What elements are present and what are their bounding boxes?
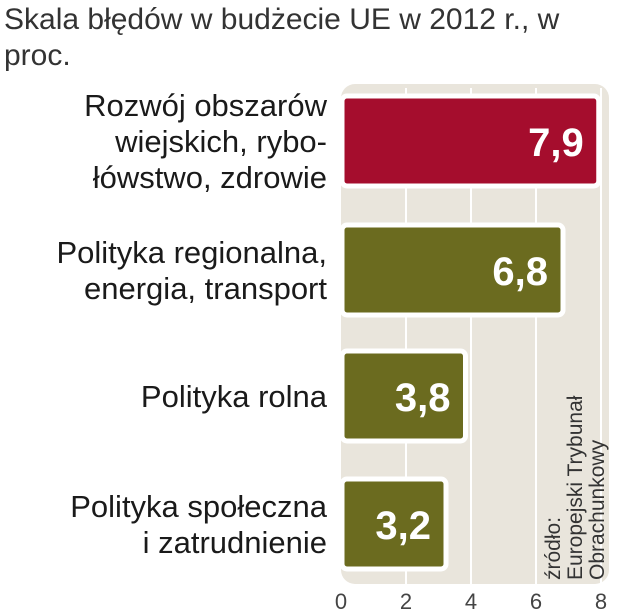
bar bbox=[339, 222, 566, 318]
x-tick-label: 4 bbox=[465, 589, 477, 614]
bars bbox=[339, 93, 602, 572]
x-tick-label: 2 bbox=[400, 589, 412, 614]
plot-area bbox=[341, 84, 609, 584]
plot-background bbox=[341, 84, 609, 584]
category-label: Polityka regionalna, energia, transport bbox=[56, 235, 327, 306]
chart-title: Skala błędów w budżecie UE w 2012 r., w … bbox=[4, 3, 560, 72]
bar-value-label: 3,8 bbox=[395, 376, 451, 420]
x-tick-label: 8 bbox=[595, 589, 607, 614]
category-label: Rozwój obszarów wiejskich, rybo-łówstwo, … bbox=[84, 88, 328, 195]
bar-value-label: 7,9 bbox=[528, 121, 584, 165]
category-label: Polityka społeczna i zatrudnienie bbox=[70, 489, 328, 560]
bar-value-label: 3,2 bbox=[375, 504, 431, 548]
category-labels: Rozwój obszarów wiejskich, rybo-łówstwo, … bbox=[56, 88, 327, 560]
source-note: źródło:Europejski TrybunałObrachunkowy bbox=[542, 395, 609, 580]
value-labels: 7,9 6,8 3,8 3,2 bbox=[375, 121, 583, 548]
source-text: źródło:Europejski TrybunałObrachunkowy bbox=[542, 395, 609, 580]
x-axis-ticks: 0 2 4 6 8 bbox=[335, 589, 607, 614]
bar bbox=[339, 93, 602, 189]
x-tick-label: 6 bbox=[530, 589, 542, 614]
category-label: Polityka rolna bbox=[141, 379, 328, 414]
x-tick-label: 0 bbox=[335, 589, 347, 614]
bar bbox=[339, 348, 468, 444]
bar-value-label: 6,8 bbox=[492, 250, 548, 294]
bar bbox=[339, 476, 449, 572]
